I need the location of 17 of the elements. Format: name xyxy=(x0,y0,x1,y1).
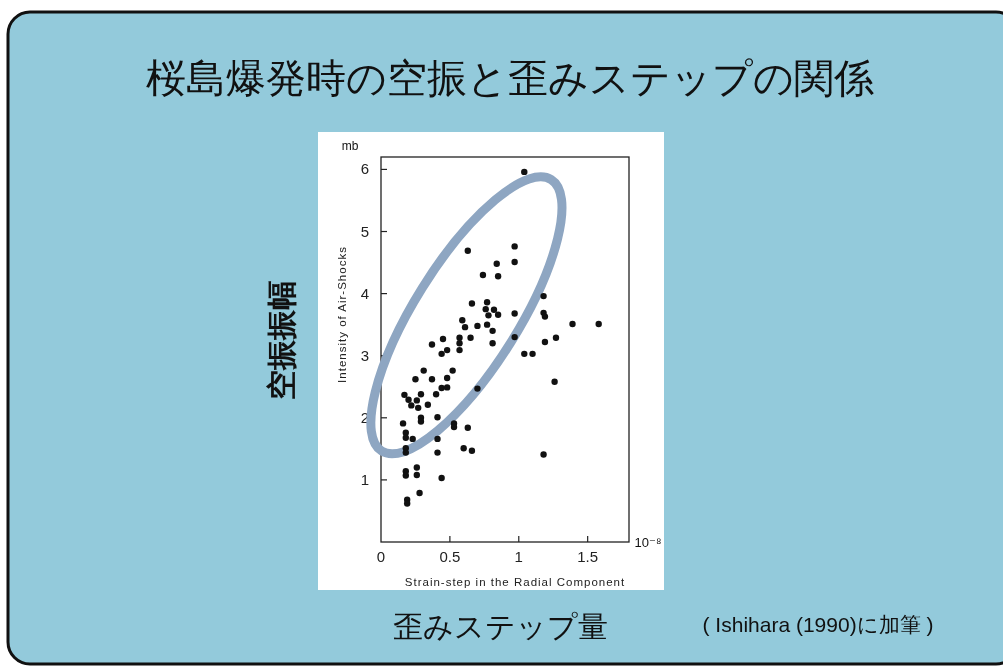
y-tick-label: 1 xyxy=(360,470,369,488)
chart-title: 桜島爆発時の空振と歪みステップの関係 xyxy=(146,56,874,100)
x-tick-label: 1.5 xyxy=(577,548,599,565)
text: 10⁻⁸ xyxy=(634,535,662,550)
y-tick-label: 4 xyxy=(360,284,369,302)
y-axis-title: Intensity of Air-Shocks xyxy=(336,246,348,383)
x-axis-title: Strain-step in the Radial Component xyxy=(404,576,626,588)
x-tick-label: 0.5 xyxy=(439,548,461,565)
text: 空振振幅 xyxy=(265,280,298,400)
x-tick-label: 0 xyxy=(376,548,386,565)
x-tick-label: 1 xyxy=(514,548,523,565)
y-tick-label: 3 xyxy=(360,346,369,364)
y-tick-label: 6 xyxy=(360,160,369,178)
text: ( Ishihara (1990)に加筆 ) xyxy=(702,613,934,636)
y-tick-label: 5 xyxy=(360,222,369,240)
text: 歪みステップ量 xyxy=(392,610,608,643)
text: mb xyxy=(341,139,359,153)
